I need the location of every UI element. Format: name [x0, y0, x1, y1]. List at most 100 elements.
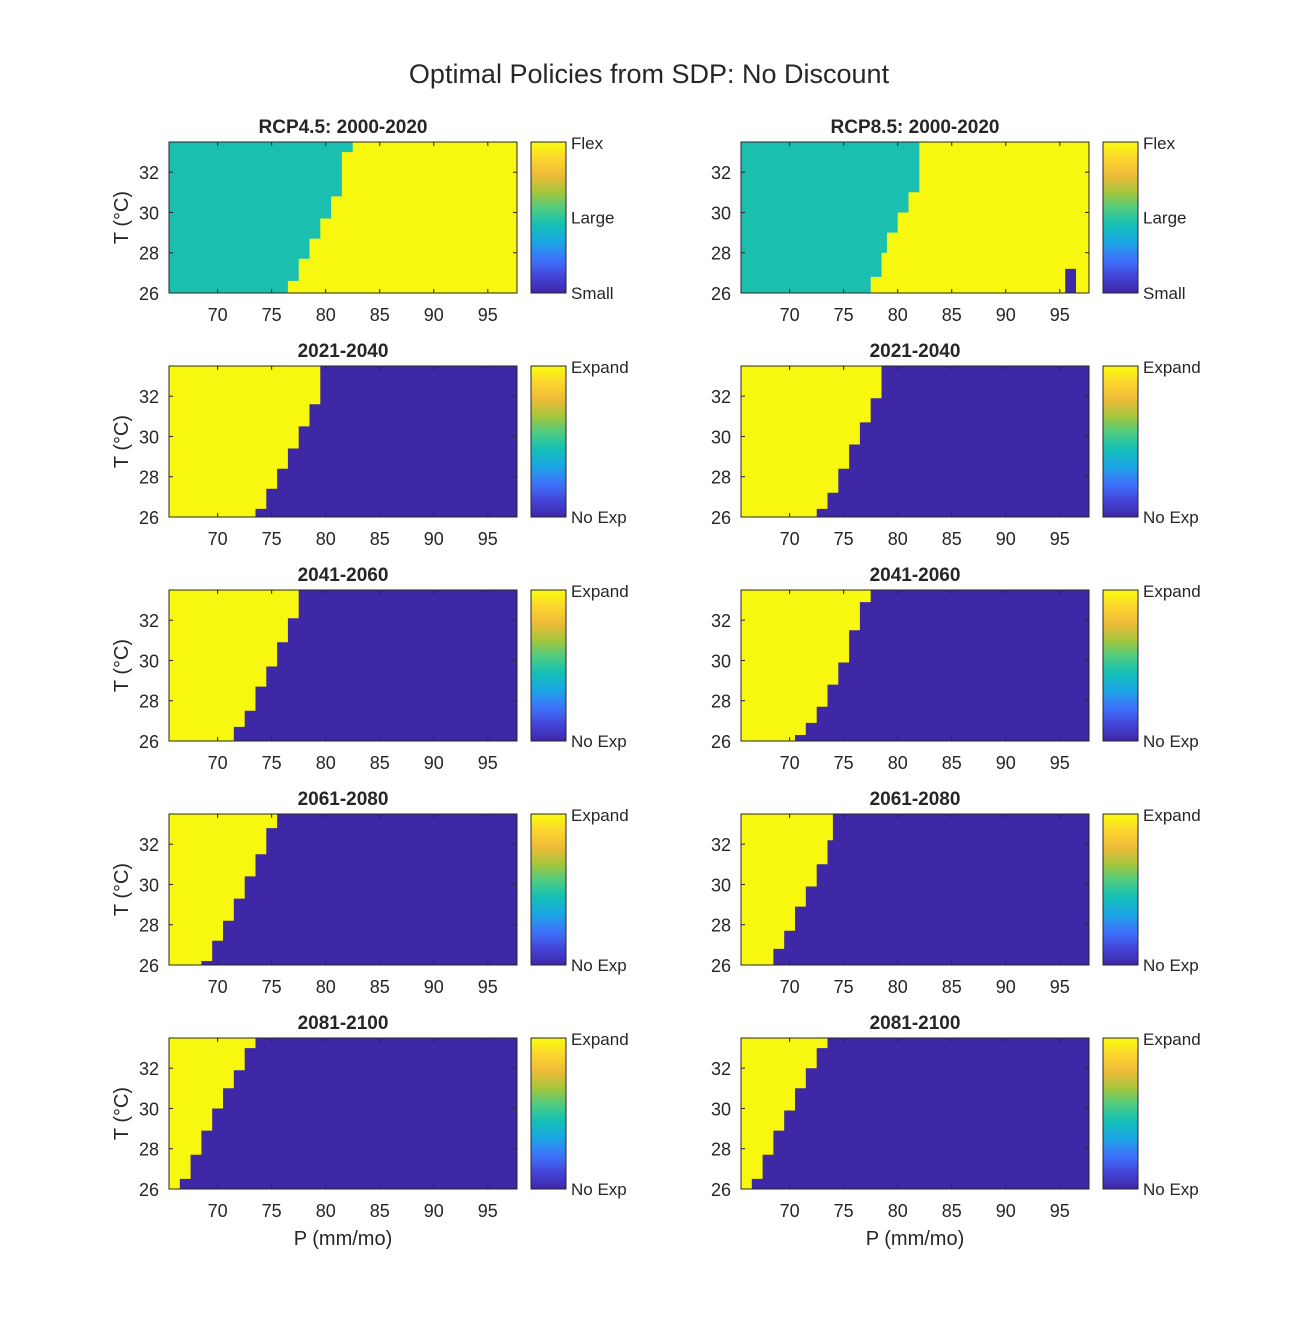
panel-title: 2041-2060: [298, 565, 389, 586]
x-tick-label: 95: [478, 529, 498, 549]
colorbar-label: No Exp: [1143, 508, 1199, 527]
x-tick-label: 90: [424, 753, 444, 773]
x-tick-label: 70: [208, 753, 228, 773]
x-tick-label: 90: [996, 305, 1016, 325]
x-tick-label: 80: [316, 977, 336, 997]
panel-title: 2041-2060: [870, 565, 961, 586]
x-tick-label: 85: [942, 977, 962, 997]
colorbar-label: Expand: [571, 806, 629, 825]
x-tick-label: 75: [262, 753, 282, 773]
x-tick-label: 95: [1050, 753, 1070, 773]
colorbar-box: [1102, 589, 1139, 742]
region-left: [741, 1038, 828, 1189]
y-tick-label: 28: [139, 916, 159, 936]
x-tick-label: 75: [262, 977, 282, 997]
y-tick-label: 28: [711, 244, 731, 264]
y-tick-label: 32: [139, 835, 159, 855]
panel-title: 2021-2040: [870, 341, 961, 362]
panel-title: 2081-2100: [870, 1013, 961, 1034]
y-tick-label: 26: [139, 284, 159, 304]
x-tick-label: 80: [888, 529, 908, 549]
colorbar-label: No Exp: [1143, 1180, 1199, 1199]
y-tick-label: 32: [711, 387, 731, 407]
panel-title: RCP4.5: 2000-2020: [259, 117, 428, 138]
colorbar: [531, 814, 566, 965]
x-tick-label: 95: [1050, 305, 1070, 325]
axes-box: [740, 1037, 1090, 1190]
x-tick-label: 85: [942, 529, 962, 549]
x-tick-label: 70: [208, 529, 228, 549]
x-tick-label: 85: [942, 753, 962, 773]
y-tick-label: 32: [139, 163, 159, 183]
axes-box: [168, 141, 518, 294]
panel-title: 2081-2100: [298, 1013, 389, 1034]
colorbar-box: [530, 141, 567, 294]
x-tick-label: 95: [1050, 1201, 1070, 1221]
x-tick-label: 80: [316, 529, 336, 549]
panels: 70 75 80 85 90 95 26 28 30 32 RCP4.5: 2000-2020 T (…: [111, 117, 1201, 1250]
x-tick-label: 80: [316, 305, 336, 325]
panel-rcp8-5-2000-2020: 70 75 80 85 90 95 26 28 30 32 RCP8.5: 2000-2020 Sma…: [711, 117, 1187, 325]
x-tick-label: 75: [834, 305, 854, 325]
colorbar-label: No Exp: [571, 956, 627, 975]
panel-title: 2061-2080: [870, 789, 961, 810]
x-tick-label: 95: [1050, 977, 1070, 997]
colorbar-label: No Exp: [571, 732, 627, 751]
x-tick-label: 85: [370, 753, 390, 773]
x-tick-label: 75: [834, 753, 854, 773]
colorbar-label: Expand: [1143, 806, 1201, 825]
x-tick-label: 80: [316, 1201, 336, 1221]
y-tick-label: 30: [139, 427, 159, 447]
x-tick-label: 90: [996, 753, 1016, 773]
y-tick-label: 30: [711, 1099, 731, 1119]
panel-rcp4-5-2000-2020: 70 75 80 85 90 95 26 28 30 32 RCP4.5: 2000-2020 T (…: [111, 117, 614, 325]
y-tick-label: 26: [711, 508, 731, 528]
x-tick-label: 80: [316, 753, 336, 773]
x-tick-label: 80: [888, 977, 908, 997]
axes-box: [740, 589, 1090, 742]
y-tick-label: 28: [139, 692, 159, 712]
y-tick-label: 28: [711, 1140, 731, 1160]
x-tick-label: 70: [780, 977, 800, 997]
x-tick-label: 70: [780, 1201, 800, 1221]
y-tick-label: 26: [711, 732, 731, 752]
x-tick-label: 75: [834, 977, 854, 997]
colorbar-box: [530, 813, 567, 966]
y-tick-label: 32: [711, 1059, 731, 1079]
y-tick-label: 28: [711, 692, 731, 712]
colorbar-box: [1102, 365, 1139, 518]
colorbar-label: Expand: [1143, 358, 1201, 377]
axes-box: [740, 141, 1090, 294]
x-tick-label: 95: [1050, 529, 1070, 549]
panel-rcp4-5-2021-2040: 70 75 80 85 90 95 26 28 30 32 2021-2040 T (°C) No Ex…: [111, 341, 629, 549]
x-tick-label: 70: [780, 529, 800, 549]
x-tick-label: 80: [888, 753, 908, 773]
axes-box: [168, 813, 518, 966]
colorbar-label: Expand: [1143, 582, 1201, 601]
colorbar-label: Flex: [571, 134, 604, 153]
y-tick-label: 28: [711, 468, 731, 488]
colorbar-label: Expand: [1143, 1030, 1201, 1049]
axes-box: [740, 813, 1090, 966]
panel-rcp8-5-2021-2040: 70 75 80 85 90 95 26 28 30 32 2021-2040 No Exp Expan…: [711, 341, 1201, 549]
colorbar-label: Expand: [571, 358, 629, 377]
y-tick-label: 30: [711, 651, 731, 671]
colorbar: [1103, 366, 1138, 517]
y-tick-label: 30: [711, 875, 731, 895]
y-tick-label: 26: [711, 956, 731, 976]
x-tick-label: 90: [996, 529, 1016, 549]
y-tick-label: 30: [139, 203, 159, 223]
panel-rcp4-5-2081-2100: 70 75 80 85 90 95 26 28 30 32 2081-2100 T (°C) P (mm…: [111, 1013, 629, 1250]
y-axis-label: T (°C): [111, 863, 133, 916]
colorbar-box: [530, 1037, 567, 1190]
region-left: [169, 142, 353, 293]
y-axis-label: T (°C): [111, 415, 133, 468]
colorbar-box: [530, 589, 567, 742]
y-tick-label: 26: [139, 1180, 159, 1200]
x-tick-label: 75: [834, 1201, 854, 1221]
region-left: [169, 366, 321, 517]
colorbar: [1103, 590, 1138, 741]
panel-rcp8-5-2061-2080: 70 75 80 85 90 95 26 28 30 32 2061-2080 No Exp Expan…: [711, 789, 1201, 997]
y-tick-label: 28: [139, 244, 159, 264]
y-tick-label: 30: [711, 203, 731, 223]
